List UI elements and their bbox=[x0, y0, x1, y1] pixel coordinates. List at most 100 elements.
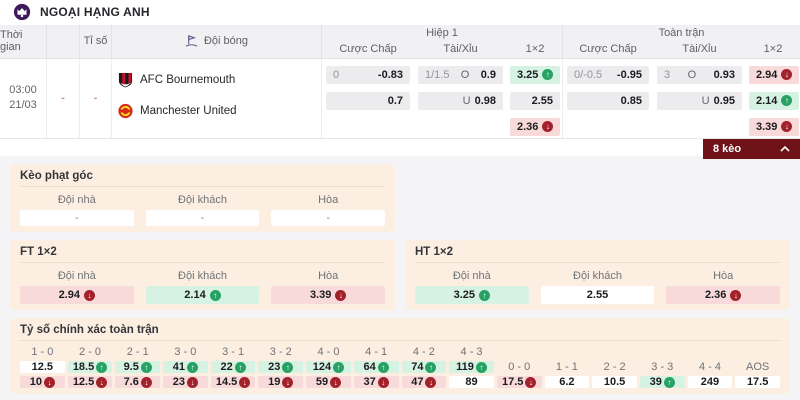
trend-down-icon: ↓ bbox=[84, 289, 96, 301]
trend-up-icon: ↑ bbox=[479, 289, 491, 301]
corner-draw-chip[interactable]: - bbox=[271, 210, 385, 226]
score-label: 4 - 2 bbox=[412, 346, 435, 358]
ht-box-draw-chip[interactable]: 2.36 ↓ bbox=[666, 286, 780, 304]
h1-over-odds: 0.9 bbox=[480, 68, 496, 81]
corner-home-chip[interactable]: - bbox=[20, 210, 134, 226]
group-half1-header: Hiệp 1 Cược Chấp Tài/Xỉu 1×2 bbox=[322, 24, 563, 58]
ft-1x2-away-chip[interactable]: 2.14 ↑ bbox=[749, 91, 800, 110]
trend-down-icon: ↓ bbox=[96, 376, 108, 388]
h1-handicap-home-chip[interactable]: 0 -0.83 bbox=[326, 65, 410, 84]
ft-ou-line: 3 bbox=[664, 68, 671, 81]
corner-odds-title: Kèo phạt góc bbox=[20, 170, 385, 187]
score-bottom-chip[interactable]: 10 ↓ bbox=[20, 376, 65, 388]
home-team[interactable]: AFC Bournemouth bbox=[118, 68, 321, 92]
ht-box-home-chip[interactable]: 3.25 ↑ bbox=[415, 286, 529, 304]
h1-handicap-away-chip[interactable]: 0.7 bbox=[326, 91, 410, 110]
col-score-header: Tỉ số bbox=[80, 24, 112, 58]
col-team-label: Đội bóng bbox=[203, 35, 249, 47]
score-top-chip[interactable]: 124 ↑ bbox=[306, 361, 351, 373]
score-label: 4 - 4 bbox=[698, 361, 721, 373]
score-home-cell: - bbox=[47, 58, 80, 138]
score-label: 4 - 3 bbox=[460, 346, 483, 358]
ht-home-header: Đội nhà bbox=[452, 269, 491, 282]
score-draw-chip[interactable]: 17.5 bbox=[735, 376, 780, 388]
score-top-chip[interactable]: 12.5 bbox=[20, 361, 65, 373]
score-draw-chip[interactable]: 17.5 ↓ bbox=[496, 376, 542, 388]
away-team[interactable]: Manchester United bbox=[118, 99, 321, 123]
h1-1x2-draw-chip[interactable]: 2.36 ↓ bbox=[510, 117, 561, 136]
more-odds-button[interactable]: 8 kèo bbox=[703, 138, 800, 159]
score-label: 3 - 0 bbox=[174, 346, 197, 358]
score-label: 2 - 2 bbox=[603, 361, 626, 373]
score-col-4-1: 4 - 1 64 ↑ 37 ↓ bbox=[353, 346, 399, 388]
trend-down-icon: ↓ bbox=[282, 376, 294, 388]
ft-1x2-draw-chip[interactable]: 3.39 ↓ bbox=[749, 117, 800, 136]
ft-handicap-away-chip[interactable]: 0.85 bbox=[567, 91, 649, 110]
score-top-chip[interactable]: 22 ↑ bbox=[210, 361, 256, 373]
ft-box-home-chip[interactable]: 2.94 ↓ bbox=[20, 286, 134, 304]
odds-value: 6.2 bbox=[559, 376, 575, 388]
trend-up-icon: ↑ bbox=[425, 361, 437, 373]
score-bottom-chip[interactable]: 89 bbox=[449, 376, 494, 388]
corner-draw-header: Hòa bbox=[318, 193, 339, 206]
score-bottom-chip[interactable]: 12.5 ↓ bbox=[67, 376, 113, 388]
score-bottom-chip[interactable]: 37 ↓ bbox=[353, 376, 399, 388]
score-col-3-2: 3 - 2 23 ↑ 19 ↓ bbox=[258, 346, 304, 388]
score-col-1-0: 1 - 0 12.5 10 ↓ bbox=[20, 346, 65, 388]
ft-box-away-odds: 2.14 bbox=[184, 289, 206, 301]
corner-flag-icon bbox=[185, 34, 198, 47]
fulltime-odds: 0/-0.5 -0.95 3 O 0.93 2.94 ↓ 0.85 U 0.95… bbox=[563, 59, 800, 138]
league-name: NGOẠI HẠNG ANH bbox=[40, 5, 150, 20]
odds-value: 119 bbox=[456, 361, 474, 373]
more-odds-bar: 8 kèo bbox=[0, 138, 800, 159]
half1-1x2-label: 1×2 bbox=[525, 43, 545, 56]
h1-1x2-home-chip[interactable]: 3.25 ↑ bbox=[510, 65, 561, 84]
odds-value: 47 bbox=[411, 376, 424, 388]
score-col-4-0: 4 - 0 124 ↑ 59 ↓ bbox=[306, 346, 351, 388]
col-team-header: Đội bóng bbox=[112, 24, 322, 58]
ht-box-away-chip[interactable]: 2.55 bbox=[540, 286, 655, 304]
score-bottom-chip[interactable]: 19 ↓ bbox=[258, 376, 304, 388]
trend-down-icon: ↓ bbox=[330, 376, 342, 388]
ft-handicap-home-chip[interactable]: 0/-0.5 -0.95 bbox=[567, 65, 649, 84]
score-bottom-chip[interactable]: 47 ↓ bbox=[401, 376, 447, 388]
score-top-chip[interactable]: 41 ↑ bbox=[163, 361, 208, 373]
score-draw-chip[interactable]: 10.5 bbox=[592, 376, 637, 388]
ft-under-odds: 0.95 bbox=[713, 94, 735, 107]
h1-under-odds: 0.98 bbox=[474, 94, 496, 107]
ft-box-away-chip[interactable]: 2.14 ↑ bbox=[145, 286, 260, 304]
correct-score-box: Tỷ số chính xác toàn trận 1 - 0 12.5 10 ↓… bbox=[10, 318, 790, 394]
score-top-chip[interactable]: 18.5 ↑ bbox=[67, 361, 113, 373]
score-top-chip[interactable]: 119 ↑ bbox=[449, 361, 494, 373]
score-bottom-chip[interactable]: 7.6 ↓ bbox=[115, 376, 161, 388]
odds-value: 23 bbox=[172, 376, 186, 388]
ft-1x2-home-chip[interactable]: 2.94 ↓ bbox=[749, 65, 800, 84]
score-bottom-chip[interactable]: 23 ↓ bbox=[163, 376, 208, 388]
score-label: 3 - 1 bbox=[222, 346, 245, 358]
h1-under-chip[interactable]: U 0.98 bbox=[418, 91, 503, 110]
score-top-chip[interactable]: 9.5 ↑ bbox=[115, 361, 161, 373]
score-bottom-chip[interactable]: 14.5 ↓ bbox=[210, 376, 256, 388]
score-draw-chip[interactable]: 39 ↑ bbox=[639, 376, 685, 388]
ht-1x2-title: HT 1×2 bbox=[415, 246, 780, 263]
h1-over-chip[interactable]: 1/1.5 O 0.9 bbox=[418, 65, 503, 84]
score-bottom-chip[interactable]: 59 ↓ bbox=[306, 376, 351, 388]
score-col-3-0: 3 - 0 41 ↑ 23 ↓ bbox=[163, 346, 208, 388]
odds-value: 18.5 bbox=[72, 361, 95, 373]
score-draw-chip[interactable]: 6.2 bbox=[544, 376, 590, 388]
odds-value: 74 bbox=[411, 361, 424, 373]
odds-value: 7.6 bbox=[123, 376, 139, 388]
ft-over-label: O bbox=[687, 68, 697, 81]
ft-under-chip[interactable]: U 0.95 bbox=[657, 91, 742, 110]
score-top-chip[interactable]: 64 ↑ bbox=[353, 361, 399, 373]
trend-up-icon: ↑ bbox=[333, 361, 345, 373]
h1-1x2-away-chip[interactable]: 2.55 bbox=[510, 91, 560, 110]
score-top-chip[interactable]: 74 ↑ bbox=[401, 361, 447, 373]
corner-away-chip[interactable]: - bbox=[145, 210, 260, 226]
ft-over-chip[interactable]: 3 O 0.93 bbox=[657, 65, 742, 84]
score-top-chip[interactable]: 23 ↑ bbox=[258, 361, 304, 373]
trend-down-icon: ↓ bbox=[425, 376, 437, 388]
ft-box-draw-chip[interactable]: 3.39 ↓ bbox=[271, 286, 385, 304]
ht-box-home-odds: 3.25 bbox=[453, 289, 476, 301]
score-draw-chip[interactable]: 249 bbox=[687, 376, 733, 388]
